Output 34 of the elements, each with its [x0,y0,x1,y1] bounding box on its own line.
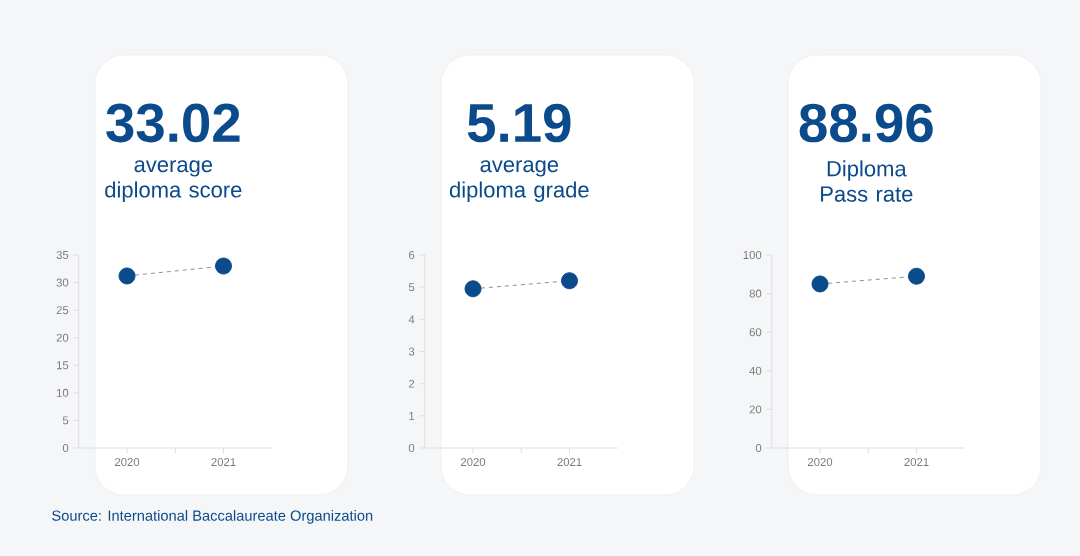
y-tick-label: 80 [749,289,762,298]
y-tick-label: 0 [62,443,69,452]
x-tick-label: 2020 [114,458,140,467]
y-tick-label: 100 [743,250,762,259]
y-tick-label: 10 [56,388,69,397]
y-tick-label: 1 [409,411,415,420]
chart-title: 33.02 [106,103,240,143]
x-tick-label: 2021 [904,458,929,467]
y-tick-label: 3 [408,347,415,356]
x-tick-label: 2021 [211,458,236,467]
x-tick-label: 2020 [807,458,833,467]
chart-subtitle: Diploma Pass rate [821,160,913,202]
chart-title: 5.19 [467,103,571,143]
y-tick-label: 15 [56,361,69,370]
y-tick-label: 20 [56,333,69,342]
source-note: Source: International Baccalaureate Organization [52,510,373,524]
x-tick-label: 2020 [460,458,486,467]
y-tick-label: 0 [755,443,762,452]
y-tick-label: 5 [408,283,415,292]
y-tick-label: 25 [56,306,69,315]
y-tick-label: 5 [62,416,69,425]
chart-subtitle: average diploma grade [449,160,589,202]
y-tick-label: 30 [56,278,69,287]
y-tick-label: 4 [408,315,415,324]
y-tick-label: 0 [408,443,415,452]
chart-title: 88.96 [799,103,933,143]
y-tick-label: 6 [409,251,415,260]
y-tick-label: 2 [408,379,415,388]
y-tick-label: 60 [749,328,762,337]
y-tick-label: 40 [749,366,762,375]
chart-subtitle: average diploma score [105,160,242,202]
x-tick-label: 2021 [557,458,582,467]
y-tick-label: 20 [749,405,762,414]
y-tick-label: 35 [56,251,69,260]
